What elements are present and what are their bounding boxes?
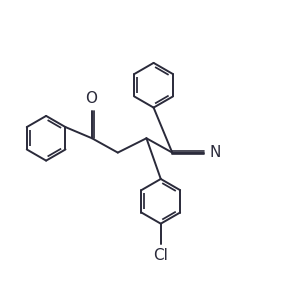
Text: O: O — [85, 91, 97, 106]
Text: Cl: Cl — [153, 248, 168, 263]
Text: N: N — [209, 145, 221, 160]
